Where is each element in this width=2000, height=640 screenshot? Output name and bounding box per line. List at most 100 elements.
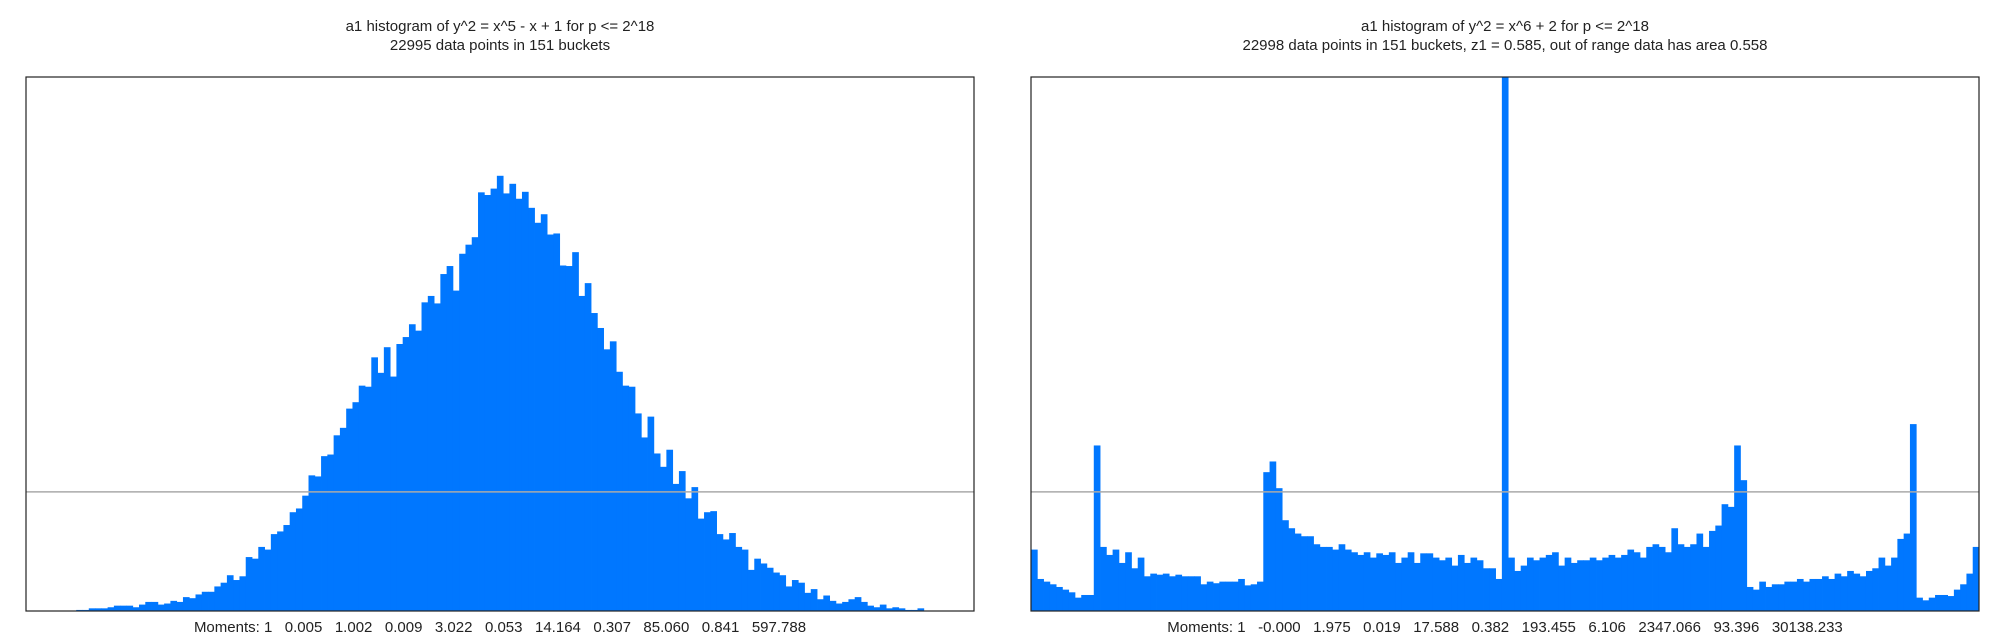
histogram-bar [1721, 504, 1729, 611]
histogram-bar [1621, 554, 1628, 611]
histogram-bar [892, 607, 900, 611]
histogram-bar [1809, 578, 1817, 611]
histogram-bar [1470, 557, 1478, 611]
histogram-bar [1696, 533, 1704, 611]
histogram-bar [1514, 570, 1522, 611]
histogram-bar [390, 376, 397, 611]
histogram-bar [1552, 552, 1559, 611]
histogram-bar [515, 198, 523, 611]
histogram-bar [1439, 560, 1446, 611]
histogram-bar [1872, 568, 1879, 611]
histogram-bar [1238, 578, 1245, 611]
histogram-bar [1420, 553, 1427, 611]
histogram-bar [1564, 557, 1572, 611]
histogram-bar [1326, 546, 1333, 611]
histogram-bar [785, 586, 793, 611]
histogram-bar [1175, 574, 1183, 611]
histogram-bar [113, 605, 121, 611]
histogram-bar [622, 385, 630, 611]
histogram-bar [157, 604, 165, 611]
histogram-bar [434, 303, 441, 611]
histogram-bar [471, 237, 479, 611]
histogram-bar [1483, 568, 1490, 611]
histogram-bar [848, 599, 856, 611]
histogram-bar [1445, 557, 1453, 611]
histogram-bar [1376, 553, 1383, 611]
histogram-bar [496, 175, 504, 612]
histogram-bar [226, 575, 234, 611]
histogram-bar [1602, 557, 1609, 611]
histogram-bar [835, 603, 843, 611]
histogram-bar [710, 511, 717, 611]
histogram-bar [1106, 554, 1114, 611]
histogram-bar [95, 608, 102, 611]
histogram-bar [371, 357, 378, 611]
histogram-bar [465, 244, 473, 611]
histogram-bar [1162, 573, 1170, 611]
histogram-bar [1583, 560, 1591, 611]
histogram-bar [1526, 557, 1534, 611]
histogram-bar [1382, 554, 1390, 611]
histogram-bar [1213, 583, 1220, 611]
histogram-bar [295, 508, 303, 611]
histogram-bar [628, 386, 636, 611]
histogram-bar [879, 604, 887, 611]
histogram-bar [1752, 589, 1760, 611]
chart-subtitle: 22995 data points in 151 buckets [390, 37, 610, 54]
histogram-bar [1771, 584, 1779, 611]
histogram-bar [660, 466, 667, 611]
histogram-bar [1828, 578, 1836, 611]
chart-title: a1 histogram of y^2 = x^6 + 2 for p <= 2… [1361, 18, 1649, 35]
histogram-bar [270, 534, 278, 611]
histogram-bar [565, 266, 573, 611]
histogram-bar [1740, 480, 1748, 611]
histogram-bar [1972, 546, 1980, 611]
histogram-bar [1137, 557, 1145, 611]
histogram-bar [766, 567, 774, 611]
histogram-bar [427, 295, 435, 611]
histogram-bar [1941, 594, 1949, 611]
histogram-bar [1169, 576, 1176, 611]
histogram-bar [886, 608, 893, 611]
histogram-bar [421, 302, 429, 611]
histogram-bar [1966, 573, 1974, 611]
histogram-bar [107, 607, 115, 611]
histogram-bar [1947, 596, 1955, 611]
histogram-bar [898, 608, 906, 611]
histogram-bar [1351, 552, 1358, 611]
histogram-bar [572, 252, 579, 612]
histogram-bar [1790, 581, 1798, 611]
histogram-bar [1093, 445, 1101, 611]
plot-frame [25, 76, 975, 612]
histogram-bar [1639, 557, 1647, 611]
histogram-bar [1181, 576, 1189, 611]
histogram-bar [1294, 533, 1302, 611]
histogram-bar [1727, 506, 1735, 611]
histogram-bar [609, 341, 617, 611]
histogram-bar [1464, 562, 1471, 611]
histogram-bar [258, 546, 265, 611]
histogram-bar [1690, 544, 1697, 611]
histogram-bar [817, 599, 824, 611]
histogram-bar [446, 266, 454, 611]
histogram-bar [672, 483, 680, 611]
histogram-bar [760, 563, 768, 611]
histogram-bar [1715, 525, 1722, 611]
chart-title: a1 histogram of y^2 = x^5 - x + 1 for p … [346, 18, 655, 35]
histogram-bar [1231, 581, 1239, 611]
histogram-bar [1658, 546, 1666, 611]
histogram-bar [327, 454, 335, 611]
histogram-bar [1796, 578, 1804, 611]
histogram-bar [1834, 573, 1842, 611]
histogram-bar [829, 600, 837, 611]
histogram-bar [176, 601, 184, 611]
histogram-bar [1401, 557, 1409, 611]
histogram-bar [741, 549, 749, 611]
histogram-bar [1282, 520, 1289, 611]
histogram-bar [1257, 581, 1264, 611]
histogram-bar [1131, 568, 1139, 611]
histogram-bar [722, 539, 730, 611]
histogram-bar [283, 525, 291, 611]
histogram-bar [1520, 565, 1528, 611]
